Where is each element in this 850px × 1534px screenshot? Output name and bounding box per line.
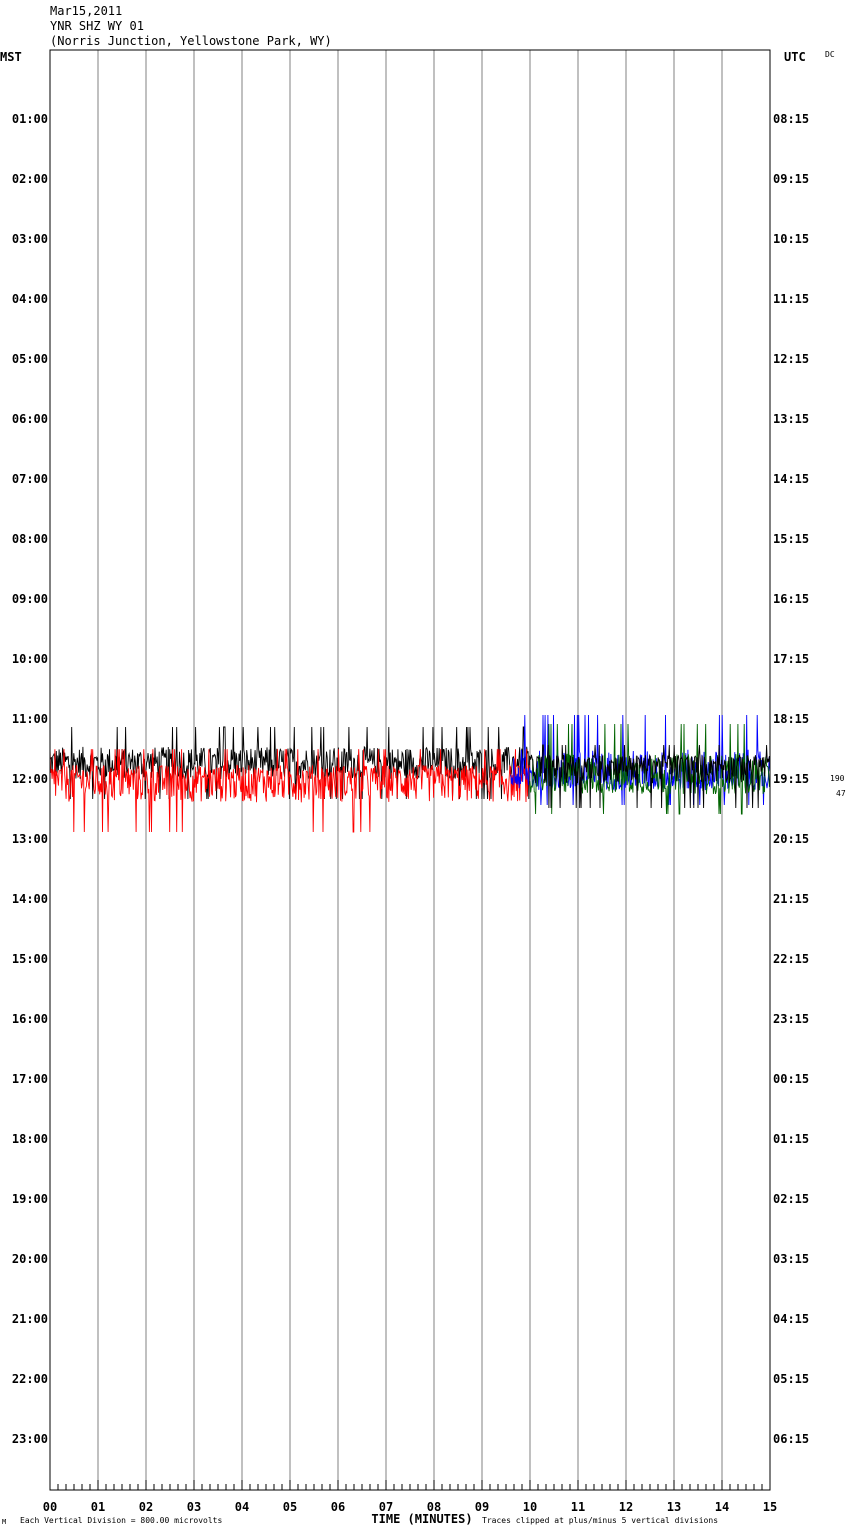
x-tick-label-10: 10 xyxy=(523,1500,537,1514)
x-tick-label-12: 12 xyxy=(619,1500,633,1514)
axis-labels: 00 01 02 03 04 05 06 07 08 09 10 11 12 13 14 15 01:00 02:… xyxy=(0,50,846,1526)
right-time-label: 10:15 xyxy=(773,232,809,246)
left-time-label: 03:00 xyxy=(12,232,48,246)
right-time-label: 16:15 xyxy=(773,592,809,606)
left-time-label: 02:00 xyxy=(12,172,48,186)
clip-note: Traces clipped at plus/minus 5 vertical … xyxy=(482,1516,718,1525)
right-time-label: 18:15 xyxy=(773,712,809,726)
left-time-label: 16:00 xyxy=(12,1012,48,1026)
plot-frame xyxy=(49,49,771,1491)
right-time-label: 03:15 xyxy=(773,1252,809,1266)
left-time-label: 05:00 xyxy=(12,352,48,366)
right-time-label: 00:15 xyxy=(773,1072,809,1086)
right-value-1: 190 xyxy=(830,774,845,783)
right-time-label: 14:15 xyxy=(773,472,809,486)
right-time-label: 15:15 xyxy=(773,532,809,546)
dc-label: DC xyxy=(825,50,835,59)
left-time-label: 17:00 xyxy=(12,1072,48,1086)
left-time-label: 04:00 xyxy=(12,292,48,306)
right-time-label: 23:15 xyxy=(773,1012,809,1026)
seismic-trace-5 xyxy=(529,744,770,809)
x-tick-label-08: 08 xyxy=(427,1500,441,1514)
right-time-label: 04:15 xyxy=(773,1312,809,1326)
station-code: YNR SHZ WY 01 xyxy=(50,19,144,33)
x-tick-label-01: 01 xyxy=(91,1500,105,1514)
x-tick-label-04: 04 xyxy=(235,1500,249,1514)
left-time-label: 18:00 xyxy=(12,1132,48,1146)
left-time-label: 12:00 xyxy=(12,772,48,786)
right-time-label: 02:15 xyxy=(773,1192,809,1206)
left-time-label: 07:00 xyxy=(12,472,48,486)
x-tick-label-02: 02 xyxy=(139,1500,153,1514)
left-time-label: 21:00 xyxy=(12,1312,48,1326)
right-time-label: 01:15 xyxy=(773,1132,809,1146)
x-tick-label-05: 05 xyxy=(283,1500,297,1514)
left-time-label: 20:00 xyxy=(12,1252,48,1266)
left-time-label: 22:00 xyxy=(12,1372,48,1386)
x-tick-label-13: 13 xyxy=(667,1500,681,1514)
scale-note: Each Vertical Division = 800.00 microvol… xyxy=(20,1516,222,1525)
right-time-label: 05:15 xyxy=(773,1372,809,1386)
left-time-label: 01:00 xyxy=(12,112,48,126)
left-time-label: 09:00 xyxy=(12,592,48,606)
logo-mark: M xyxy=(2,1518,6,1526)
right-value-2: 47 xyxy=(836,789,846,798)
right-time-label: 08:15 xyxy=(773,112,809,126)
right-time-label: 17:15 xyxy=(773,652,809,666)
left-time-label: 19:00 xyxy=(12,1192,48,1206)
right-time-label: 06:15 xyxy=(773,1432,809,1446)
left-time-label: 14:00 xyxy=(12,892,48,906)
right-time-label: 21:15 xyxy=(773,892,809,906)
left-time-label: 06:00 xyxy=(12,412,48,426)
plot-date: Mar15,2011 xyxy=(50,4,123,18)
right-zone-label: UTC xyxy=(784,50,806,64)
station-location: (Norris Junction, Yellowstone Park, WY) xyxy=(50,34,332,48)
x-tick-label-03: 03 xyxy=(187,1500,201,1514)
seismic-traces xyxy=(49,714,771,833)
x-tick-label-11: 11 xyxy=(571,1500,585,1514)
right-time-label: 11:15 xyxy=(773,292,809,306)
left-time-label: 13:00 xyxy=(12,832,48,846)
left-time-label: 10:00 xyxy=(12,652,48,666)
right-time-label: 20:15 xyxy=(773,832,809,846)
left-time-label: 08:00 xyxy=(12,532,48,546)
left-zone-label: MST xyxy=(0,50,22,64)
x-tick-label-06: 06 xyxy=(331,1500,345,1514)
x-axis-title: TIME (MINUTES) xyxy=(371,1512,472,1526)
x-tick-label-00: 00 xyxy=(43,1500,57,1514)
right-time-label: 19:15 xyxy=(773,772,809,786)
left-time-label: 11:00 xyxy=(12,712,48,726)
left-time-label: 15:00 xyxy=(12,952,48,966)
x-tick-label-14: 14 xyxy=(715,1500,729,1514)
x-tick-label-15: 15 xyxy=(763,1500,777,1514)
right-time-label: 22:15 xyxy=(773,952,809,966)
left-time-label: 23:00 xyxy=(12,1432,48,1446)
right-time-label: 13:15 xyxy=(773,412,809,426)
seismic-trace-2 xyxy=(49,749,530,833)
x-tick-label-07: 07 xyxy=(379,1500,393,1514)
x-tick-label-09: 09 xyxy=(475,1500,489,1514)
right-time-label: 12:15 xyxy=(773,352,809,366)
right-time-label: 09:15 xyxy=(773,172,809,186)
